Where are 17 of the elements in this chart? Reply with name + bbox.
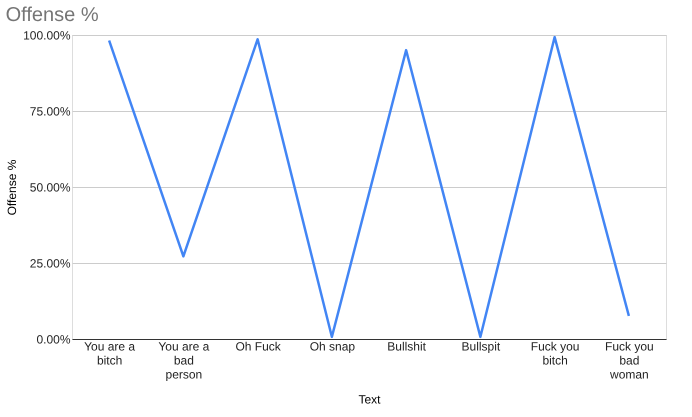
x-tick-label: Bullspit — [462, 340, 501, 354]
line-series — [108, 36, 630, 338]
y-tick-label: 100.00% — [23, 28, 71, 42]
y-tick-label: 75.00% — [30, 104, 71, 118]
x-tick-label: You are a bad person — [158, 340, 210, 382]
x-tick-label: Fuck you bitch — [530, 340, 580, 368]
x-tick-label: Oh snap — [310, 340, 356, 354]
x-axis-title: Text — [358, 392, 382, 406]
x-tick-label: You are a bitch — [84, 340, 136, 368]
y-tick-label: 25.00% — [30, 256, 71, 270]
y-tick-label: 50.00% — [30, 180, 71, 194]
y-tick-label: 0.00% — [36, 332, 71, 346]
x-tick-label: Fuck you bad woman — [605, 340, 654, 382]
x-tick-label: Oh Fuck — [235, 340, 282, 354]
y-axis-title: Offense % — [5, 159, 20, 216]
chart-title: Offense % — [6, 4, 99, 26]
x-tick-label: Bullshit — [387, 340, 427, 354]
